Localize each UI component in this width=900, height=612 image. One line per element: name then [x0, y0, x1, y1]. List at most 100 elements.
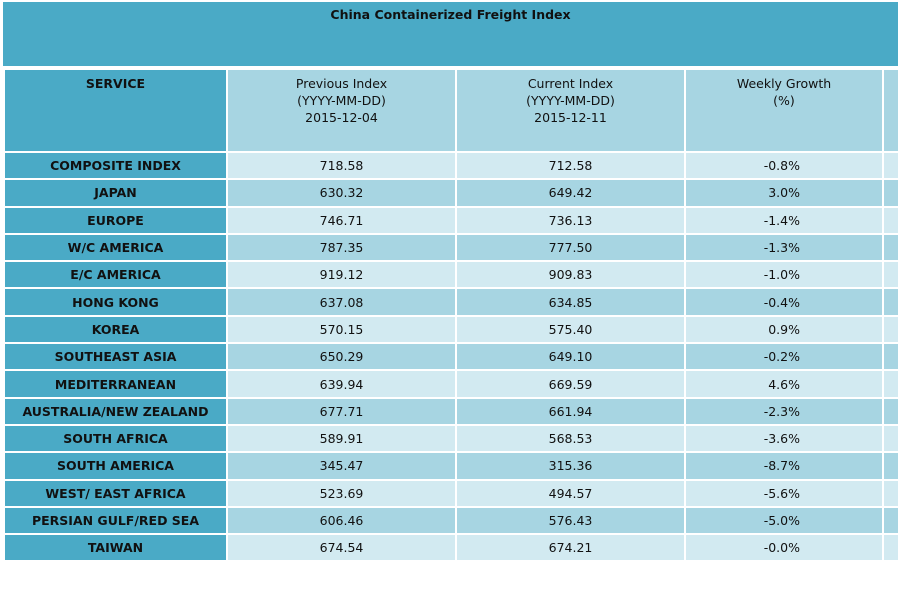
- table-row: KOREA 570.15 575.40 0.9%: [3, 314, 900, 345]
- current-index-cell: 315.36: [455, 451, 686, 481]
- previous-index-cell: 639.94: [226, 369, 457, 399]
- spacer-cell: [882, 342, 900, 372]
- current-index-cell: 568.53: [455, 423, 686, 454]
- spacer-cell: [882, 369, 900, 399]
- spacer-cell: [882, 150, 900, 181]
- table-row: SOUTH AFRICA 589.91 568.53 -3.6%: [3, 423, 900, 454]
- header-previous-line: (YYYY-MM-DD): [297, 93, 386, 108]
- service-cell: SOUTH AFRICA: [3, 423, 228, 454]
- table-title: China Containerized Freight Index: [3, 2, 898, 68]
- service-cell: JAPAN: [3, 178, 228, 208]
- table-row: PERSIAN GULF/RED SEA 606.46 576.43 -5.0%: [3, 505, 900, 536]
- spacer-cell: [882, 451, 900, 481]
- previous-index-cell: 718.58: [226, 150, 457, 181]
- header-current-date: 2015-12-11: [534, 110, 607, 125]
- header-growth-line: Weekly Growth: [736, 76, 832, 91]
- header-previous-index: Previous Index (YYYY-MM-DD) 2015-12-04: [226, 68, 457, 153]
- weekly-growth-cell: -0.2%: [684, 342, 884, 372]
- current-index-cell: 661.94: [455, 396, 686, 426]
- header-spacer: [882, 68, 900, 153]
- previous-index-cell: 345.47: [226, 451, 457, 481]
- table-row: COMPOSITE INDEX 718.58 712.58 -0.8%: [3, 150, 900, 181]
- spacer-cell: [882, 533, 900, 563]
- service-cell: W/C AMERICA: [3, 232, 228, 263]
- header-growth-line: (%): [773, 93, 795, 108]
- table-row: E/C AMERICA 919.12 909.83 -1.0%: [3, 260, 900, 290]
- previous-index-cell: 919.12: [226, 260, 457, 290]
- weekly-growth-cell: -0.4%: [684, 287, 884, 317]
- weekly-growth-cell: 0.9%: [684, 314, 884, 345]
- previous-index-cell: 746.71: [226, 205, 457, 235]
- spacer-cell: [882, 314, 900, 345]
- service-cell: HONG KONG: [3, 287, 228, 317]
- current-index-cell: 777.50: [455, 232, 686, 263]
- previous-index-cell: 787.35: [226, 232, 457, 263]
- service-cell: WEST/ EAST AFRICA: [3, 478, 228, 508]
- spacer-cell: [882, 287, 900, 317]
- current-index-cell: 736.13: [455, 205, 686, 235]
- table-row: SOUTHEAST ASIA 650.29 649.10 -0.2%: [3, 342, 900, 372]
- spacer-cell: [882, 396, 900, 426]
- table-row: TAIWAN 674.54 674.21 -0.0%: [3, 533, 900, 563]
- previous-index-cell: 570.15: [226, 314, 457, 345]
- previous-index-cell: 589.91: [226, 423, 457, 454]
- service-cell: MEDITERRANEAN: [3, 369, 228, 399]
- header-weekly-growth: Weekly Growth (%): [684, 68, 884, 153]
- weekly-growth-cell: -1.4%: [684, 205, 884, 235]
- spacer-cell: [882, 505, 900, 536]
- previous-index-cell: 674.54: [226, 533, 457, 563]
- current-index-cell: 909.83: [455, 260, 686, 290]
- header-previous-date: 2015-12-04: [305, 110, 378, 125]
- current-index-cell: 649.10: [455, 342, 686, 372]
- weekly-growth-cell: -1.0%: [684, 260, 884, 290]
- header-current-index: Current Index (YYYY-MM-DD) 2015-12-11: [455, 68, 686, 153]
- header-previous-line: Previous Index: [295, 76, 388, 91]
- service-cell: COMPOSITE INDEX: [3, 150, 228, 181]
- spacer-cell: [882, 478, 900, 508]
- header-current-line: Current Index: [527, 76, 614, 91]
- service-cell: PERSIAN GULF/RED SEA: [3, 505, 228, 536]
- current-index-cell: 669.59: [455, 369, 686, 399]
- service-cell: SOUTH AMERICA: [3, 451, 228, 481]
- weekly-growth-cell: -5.6%: [684, 478, 884, 508]
- weekly-growth-cell: -5.0%: [684, 505, 884, 536]
- service-cell: KOREA: [3, 314, 228, 345]
- table-row: JAPAN 630.32 649.42 3.0%: [3, 178, 900, 208]
- weekly-growth-cell: -0.0%: [684, 533, 884, 563]
- spacer-cell: [882, 423, 900, 454]
- current-index-cell: 712.58: [455, 150, 686, 181]
- current-index-cell: 674.21: [455, 533, 686, 563]
- service-cell: E/C AMERICA: [3, 260, 228, 290]
- weekly-growth-cell: 4.6%: [684, 369, 884, 399]
- header-current-line: (YYYY-MM-DD): [526, 93, 615, 108]
- table-row: WEST/ EAST AFRICA 523.69 494.57 -5.6%: [3, 478, 900, 508]
- header-service: SERVICE: [3, 68, 228, 153]
- weekly-growth-cell: -8.7%: [684, 451, 884, 481]
- spacer-cell: [882, 260, 900, 290]
- freight-index-panel: China Containerized Freight Index SERVIC…: [3, 2, 900, 563]
- table-body: COMPOSITE INDEX 718.58 712.58 -0.8% JAPAN 630…: [3, 150, 900, 563]
- table-row: MEDITERRANEAN 639.94 669.59 4.6%: [3, 369, 900, 399]
- spacer-cell: [882, 205, 900, 235]
- weekly-growth-cell: -2.3%: [684, 396, 884, 426]
- current-index-cell: 634.85: [455, 287, 686, 317]
- table-row: SOUTH AMERICA 345.47 315.36 -8.7%: [3, 451, 900, 481]
- weekly-growth-cell: -1.3%: [684, 232, 884, 263]
- current-index-cell: 649.42: [455, 178, 686, 208]
- previous-index-cell: 606.46: [226, 505, 457, 536]
- service-cell: EUROPE: [3, 205, 228, 235]
- weekly-growth-cell: -3.6%: [684, 423, 884, 454]
- previous-index-cell: 523.69: [226, 478, 457, 508]
- previous-index-cell: 650.29: [226, 342, 457, 372]
- service-cell: SOUTHEAST ASIA: [3, 342, 228, 372]
- service-cell: TAIWAN: [3, 533, 228, 563]
- header-row: SERVICE Previous Index (YYYY-MM-DD) 2015…: [3, 68, 900, 153]
- table-row: AUSTRALIA/NEW ZEALAND 677.71 661.94 -2.3%: [3, 396, 900, 426]
- spacer-cell: [882, 232, 900, 263]
- weekly-growth-cell: 3.0%: [684, 178, 884, 208]
- current-index-cell: 575.40: [455, 314, 686, 345]
- current-index-cell: 576.43: [455, 505, 686, 536]
- table-row: HONG KONG 637.08 634.85 -0.4%: [3, 287, 900, 317]
- current-index-cell: 494.57: [455, 478, 686, 508]
- previous-index-cell: 637.08: [226, 287, 457, 317]
